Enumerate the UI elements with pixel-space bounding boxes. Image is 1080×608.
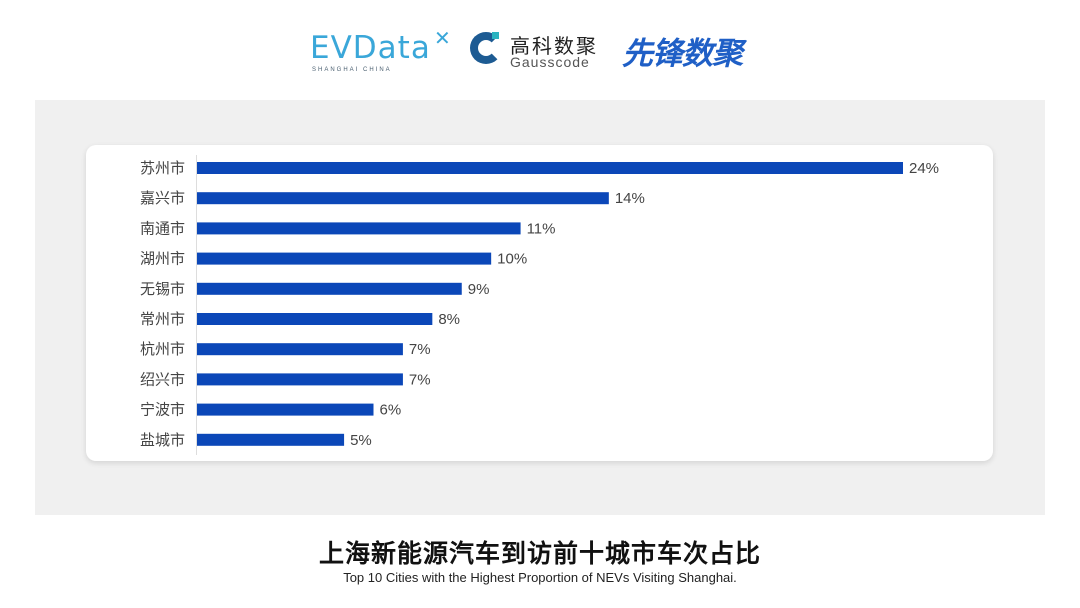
evdata-logo: EVData — [310, 30, 431, 66]
bar — [197, 192, 609, 205]
data-label: 24% — [909, 160, 939, 177]
data-label: 8% — [438, 311, 460, 328]
category-label: 盐城市 — [140, 431, 185, 449]
bar — [197, 403, 374, 416]
category-label: 无锡市 — [140, 280, 185, 298]
data-label: 14% — [615, 190, 645, 207]
category-label: 绍兴市 — [140, 370, 185, 388]
xianfeng-logo: 先锋数聚 — [622, 36, 743, 71]
chart-subtitle: Top 10 Cities with the Highest Proportio… — [343, 570, 737, 585]
logo-bar: EVData ✕ SHANGHAI CHINA 高科数聚 Gausscode 先… — [0, 24, 1080, 74]
data-label: 7% — [409, 341, 431, 358]
data-label: 9% — [468, 281, 490, 298]
gausscode-square-icon — [492, 32, 499, 39]
bar — [197, 162, 903, 174]
bar — [197, 222, 521, 235]
bar — [197, 313, 433, 325]
gausscode-mark-icon — [470, 32, 502, 64]
evdata-x-icon: ✕ — [434, 28, 451, 50]
bar — [197, 373, 403, 386]
chart-title: 上海新能源汽车到访前十城市车次占比 — [318, 540, 761, 568]
category-label: 南通市 — [140, 219, 185, 237]
category-label: 宁波市 — [140, 401, 185, 419]
category-label: 杭州市 — [140, 340, 185, 358]
gausscode-logo-cn: 高科数聚 — [510, 36, 598, 58]
evdata-tagline: SHANGHAI CHINA — [312, 67, 392, 73]
data-label: 7% — [409, 371, 431, 388]
data-label: 11% — [527, 220, 556, 237]
category-label: 常州市 — [140, 310, 185, 328]
category-label: 湖州市 — [140, 250, 185, 268]
data-label: 6% — [380, 402, 402, 419]
category-label: 苏州市 — [140, 159, 185, 177]
gausscode-logo-en: Gausscode — [510, 54, 590, 70]
bar — [197, 282, 462, 295]
data-label: 10% — [497, 251, 527, 268]
bar — [197, 343, 403, 356]
bar — [197, 433, 345, 446]
bar — [197, 252, 492, 265]
data-label: 5% — [350, 432, 372, 449]
category-label: 嘉兴市 — [140, 189, 185, 207]
